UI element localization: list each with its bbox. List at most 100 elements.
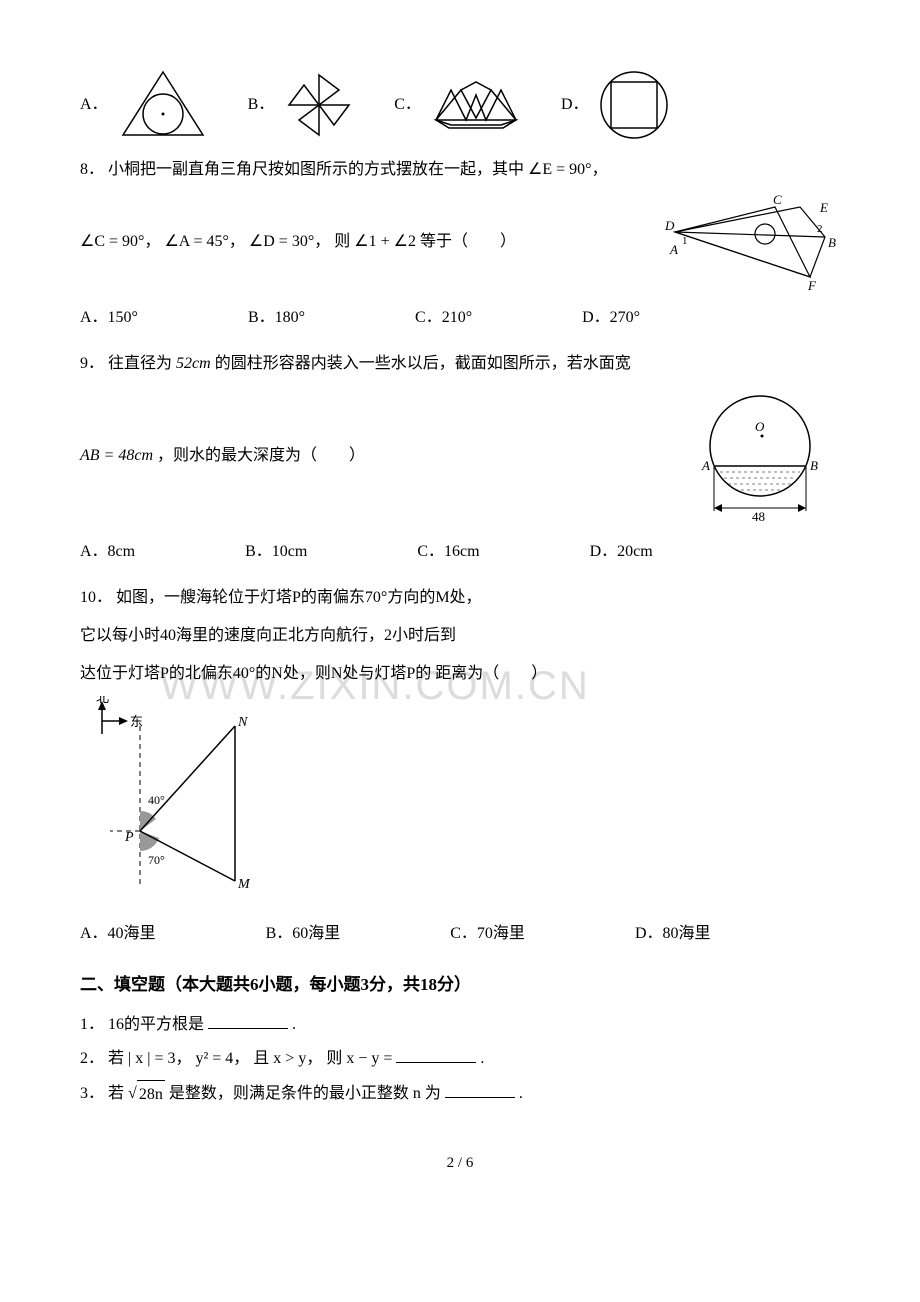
q10-label-p: P (124, 830, 134, 845)
q9-line2-wrap: AB = 48cm ，则水的最大深度为（ ） O A B (80, 386, 840, 526)
q8-eq-c: ∠C = 90°， (80, 233, 160, 250)
q7-d-label: D． (561, 91, 589, 120)
section2-title: 二、填空题（本大题共6小题，每小题3分，共18分） (80, 970, 840, 1001)
f1-tail: . (292, 1016, 296, 1033)
f3-b: 是整数，则满足条件的最小正整数 n 为 (169, 1085, 441, 1102)
q8-opt-c: C．210° (415, 302, 472, 334)
q10-east: 东 (130, 714, 143, 729)
q7-options: A． B． C． (80, 70, 840, 140)
q10-figure: 北 东 N P M 40° 70° (80, 696, 280, 896)
q10-a40: 40° (148, 793, 165, 807)
q10-options: A．40海里 B．60海里 C．70海里 D．80海里 (80, 918, 840, 950)
f2-then: 则 x − y = (326, 1050, 392, 1067)
q10-figure-wrap: 北 东 N P M 40° 70° (80, 696, 840, 908)
fill-1: 1． 16的平方根是 . (80, 1011, 840, 1040)
q9-label-48: 48 (752, 509, 765, 524)
q10-l1: 如图，一艘海轮位于灯塔P的南偏东70°方向的M处， (116, 589, 482, 606)
f2-abs: | x | = 3， (128, 1050, 191, 1067)
q8: 8． 小桐把一副直角三角尺按如图所示的方式摆放在一起，其中 ∠E = 90°， … (80, 154, 840, 334)
q9-opt-b: B．10cm (245, 536, 307, 568)
q8-label-b: B (828, 235, 836, 250)
f2-blank (396, 1047, 476, 1063)
q9: 9． 往直径为 52cm 的圆柱形容器内装入一些水以后，截面如图所示，若水面宽 … (80, 348, 840, 568)
q8-eq-a: ∠A = 45°， (164, 233, 244, 250)
q9-label-a: A (701, 458, 710, 473)
f3-blank (445, 1082, 515, 1098)
q9-options: A．8cm B．10cm C．16cm D．20cm (80, 536, 840, 568)
pinwheel-icon (284, 70, 354, 140)
sqrt-icon: √28n (128, 1080, 165, 1110)
q7-b-label: B． (248, 91, 275, 120)
q9-text-c: ，则水的最大深度为（ ） (157, 447, 365, 464)
q8-number: 8． (80, 161, 104, 178)
q10-a70: 70° (148, 853, 165, 867)
fill-3: 3． 若 √28n 是整数，则满足条件的最小正整数 n 为 . (80, 1080, 840, 1110)
q7-option-a: A． (80, 70, 208, 140)
f2-tail: . (480, 1050, 484, 1067)
q10-north: 北 (96, 696, 109, 705)
fill-2: 2． 若 | x | = 3， y² = 4， 且 x > y， 则 x − y… (80, 1045, 840, 1074)
q8-opt-a: A．150° (80, 302, 138, 334)
q10-l2: 它以每小时40海里的速度向正北方向航行，2小时后到 (80, 627, 456, 644)
q9-line2: AB = 48cm ，则水的最大深度为（ ） (80, 440, 365, 472)
q9-number: 9． (80, 355, 104, 372)
f1-blank (208, 1013, 288, 1029)
q8-opt-b: B．180° (248, 302, 305, 334)
q7-a-label: A． (80, 91, 108, 120)
q8-label-c: C (773, 192, 782, 207)
q10-label-m: M (237, 877, 251, 892)
boat-icon (431, 80, 521, 130)
q8-line1: 8． 小桐把一副直角三角尺按如图所示的方式摆放在一起，其中 ∠E = 90°， (80, 154, 840, 186)
q10-number: 10． (80, 589, 112, 606)
q9-diameter: 52cm (176, 355, 211, 372)
q10-l3: 达位于灯塔P的北偏东40°的N处，则N处与灯塔P的 距离为（ ） (80, 665, 547, 682)
q10-opt-c: C．70海里 (450, 918, 525, 950)
q10-line1: 10． 如图，一艘海轮位于灯塔P的南偏东70°方向的M处， (80, 582, 840, 614)
q8-tail: 等于（ ） (420, 233, 516, 250)
q8-then: 则 (334, 233, 350, 250)
f2-num: 2． (80, 1050, 104, 1067)
q10-line2: 它以每小时40海里的速度向正北方向航行，2小时后到 (80, 620, 840, 652)
q9-line1: 9． 往直径为 52cm 的圆柱形容器内装入一些水以后，截面如图所示，若水面宽 (80, 348, 840, 380)
q9-opt-c: C．16cm (417, 536, 479, 568)
q10: 10． 如图，一艘海轮位于灯塔P的南偏东70°方向的M处， 它以每小时40海里的… (80, 582, 840, 950)
q10-line3: 达位于灯塔P的北偏东40°的N处，则N处与灯塔P的 距离为（ ） (80, 658, 840, 690)
f3-tail: . (519, 1085, 523, 1102)
q8-figure: C E D A B F 1 2 (660, 192, 840, 292)
q10-opt-d: D．80海里 (635, 918, 711, 950)
q7-option-d: D． (561, 70, 669, 140)
q9-figure: O A B 48 (680, 386, 840, 526)
f1-a: 16的平方根是 (108, 1016, 204, 1033)
q8-label-f: F (807, 278, 817, 292)
q8-opt-d: D．270° (582, 302, 640, 334)
q8-options: A．150° B．180° C．210° D．270° (80, 302, 840, 334)
q7-option-b: B． (248, 70, 355, 140)
q8-eq-d: ∠D = 30°， (249, 233, 330, 250)
f3-rad: 28n (137, 1080, 165, 1110)
q9-opt-d: D．20cm (590, 536, 653, 568)
q10-label-n: N (237, 715, 248, 730)
circle-square-icon (599, 70, 669, 140)
q8-label-2: 2 (817, 223, 823, 235)
q9-label-b: B (810, 458, 818, 473)
f2-cond: 且 x > y， (253, 1050, 322, 1067)
q10-opt-a: A．40海里 (80, 918, 156, 950)
q8-label-d: D (664, 218, 675, 233)
q8-text-start: 小桐把一副直角三角尺按如图所示的方式摆放在一起，其中 (108, 161, 524, 178)
q8-label-1: 1 (682, 235, 688, 247)
q9-opt-a: A．8cm (80, 536, 135, 568)
triangle-circle-icon (118, 70, 208, 140)
f2-y2: y² = 4， (195, 1050, 249, 1067)
q8-eq-e: ∠E = 90°， (528, 161, 608, 178)
q9-label-o: O (755, 419, 765, 434)
page-footer: 2 / 6 (80, 1150, 840, 1177)
q8-label-a: A (669, 242, 678, 257)
q9-ab: AB = 48cm (80, 447, 153, 464)
q8-label-e: E (819, 200, 828, 215)
q10-opt-b: B．60海里 (266, 918, 341, 950)
q9-text-b: 的圆柱形容器内装入一些水以后，截面如图所示，若水面宽 (215, 355, 631, 372)
q8-line2: ∠C = 90°， ∠A = 45°， ∠D = 30°， 则 ∠1 + ∠2 … (80, 226, 516, 258)
f1-num: 1． (80, 1016, 104, 1033)
q8-angle-sum: ∠1 + ∠2 (354, 233, 416, 250)
q7-option-c: C． (394, 80, 521, 130)
